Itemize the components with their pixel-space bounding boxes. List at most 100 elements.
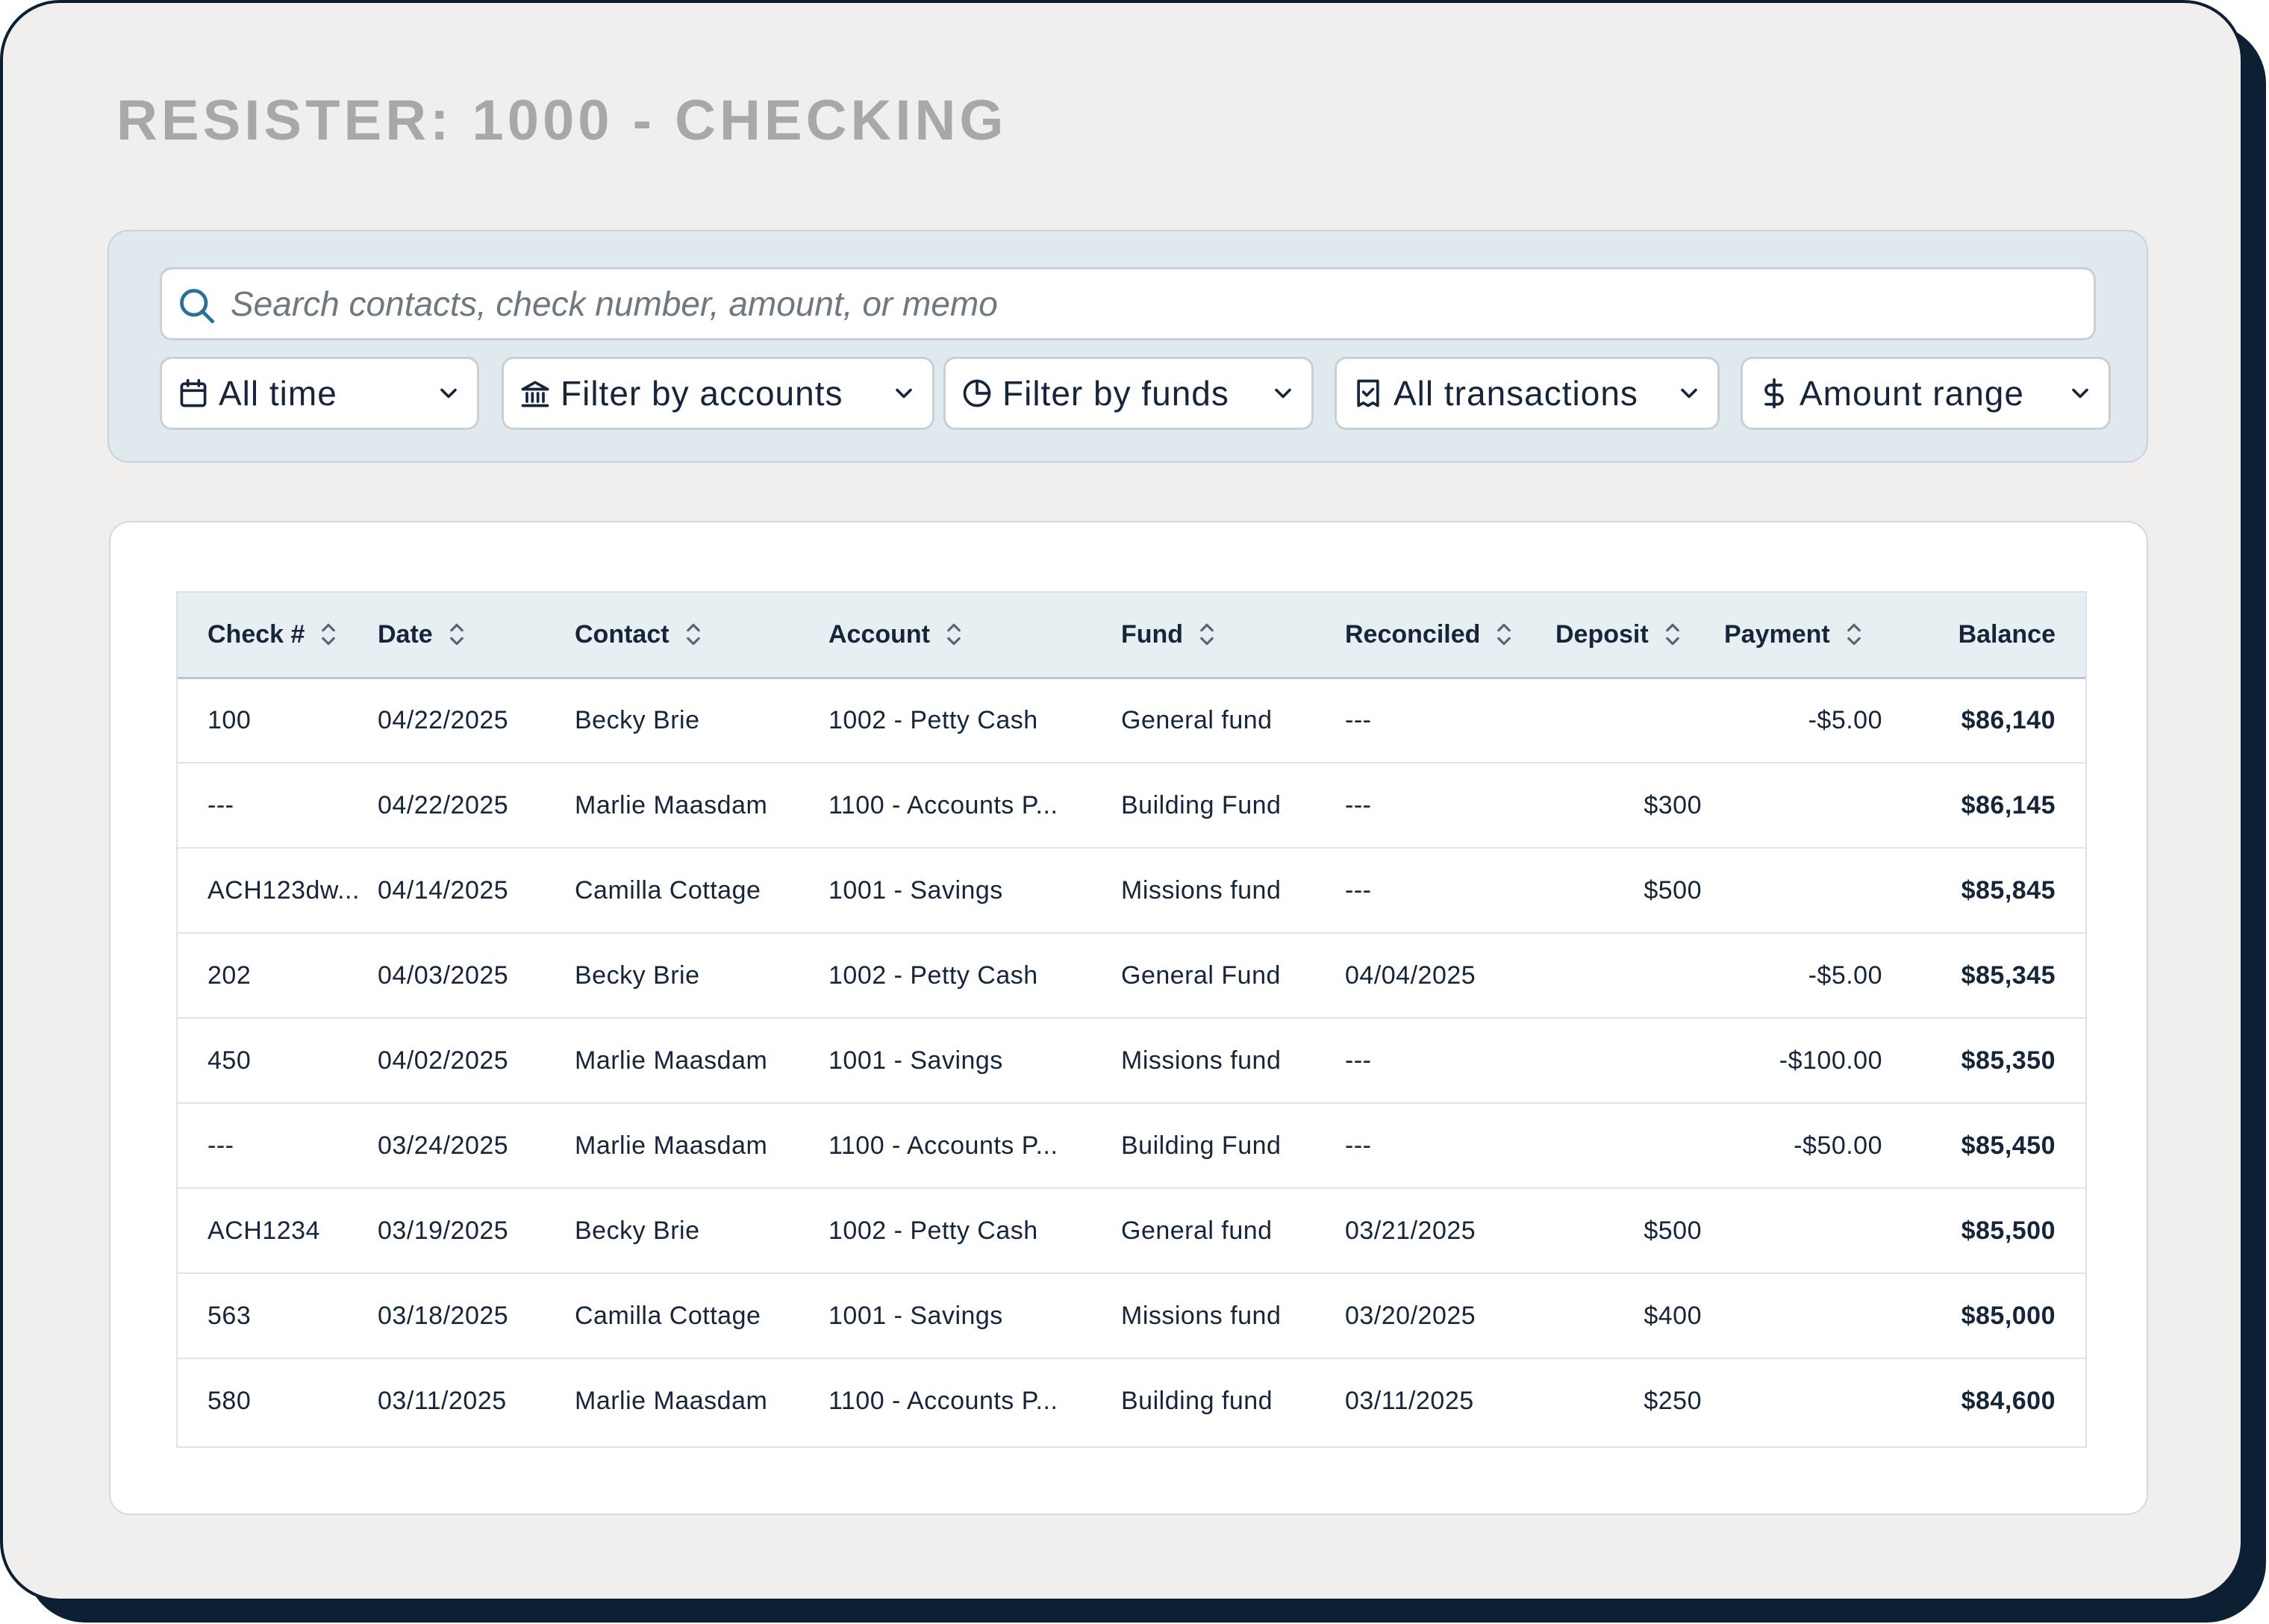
column-header-payment[interactable]: Payment — [1724, 593, 1905, 679]
column-header-balance: Balance — [1905, 593, 2085, 679]
table-row[interactable]: 450 04/02/2025 Marlie Maasdam 1001 - Saving… — [178, 1018, 2085, 1103]
cell-balance: $86,145 — [1961, 790, 2056, 819]
date-filter-dropdown[interactable]: All time — [160, 357, 479, 430]
cell-balance: $85,000 — [1961, 1301, 2056, 1330]
cell-payment — [1724, 1358, 1905, 1443]
cell-reconciled: --- — [1345, 790, 1372, 819]
cell-account: 1100 - Accounts P... — [828, 1387, 1058, 1415]
cell-reconciled: --- — [1345, 875, 1372, 905]
sort-icon[interactable] — [446, 621, 467, 648]
receipt-check-icon — [1357, 379, 1379, 407]
column-header-reconciled[interactable]: Reconciled — [1345, 593, 1555, 679]
sort-icon[interactable] — [1844, 621, 1864, 648]
cell-fund: Building fund — [1121, 1387, 1273, 1415]
cell-contact: Camilla Cottage — [575, 875, 761, 905]
cell-check: 100 — [207, 705, 252, 734]
cell-fund: Missions fund — [1121, 875, 1282, 905]
chevron-down-icon — [1681, 388, 1697, 399]
cell-check: --- — [207, 790, 234, 819]
cell-payment: -$5.00 — [1808, 961, 1882, 990]
cell-account: 1002 - Petty Cash — [828, 1216, 1038, 1245]
cell-deposit — [1555, 933, 1724, 1018]
cell-check: 563 — [207, 1301, 252, 1330]
cell-date: 03/11/2025 — [378, 1387, 507, 1415]
amount-range-dropdown[interactable]: Amount range — [1741, 357, 2111, 430]
cell-contact: Camilla Cottage — [575, 1301, 761, 1330]
cell-date: 04/14/2025 — [378, 875, 509, 905]
sort-icon[interactable] — [1662, 621, 1683, 648]
column-header-fund[interactable]: Fund — [1121, 593, 1345, 679]
sort-icon[interactable] — [683, 621, 704, 648]
cell-account: 1001 - Savings — [828, 875, 1003, 905]
cell-deposit — [1555, 1103, 1724, 1188]
chevron-down-icon — [1275, 388, 1291, 399]
cell-fund: Building Fund — [1121, 1131, 1282, 1160]
cell-deposit — [1555, 1018, 1724, 1103]
column-header-deposit[interactable]: Deposit — [1555, 593, 1724, 679]
cell-balance: $85,500 — [1961, 1216, 2056, 1245]
cell-contact: Becky Brie — [575, 705, 700, 734]
cell-date: 04/03/2025 — [378, 961, 509, 990]
table-row[interactable]: --- 04/22/2025 Marlie Maasdam 1100 - Accoun… — [178, 763, 2085, 848]
sort-icon[interactable] — [318, 621, 339, 648]
cell-contact: Marlie Maasdam — [575, 1387, 768, 1415]
cell-account: 1100 - Accounts P... — [828, 1131, 1058, 1160]
column-header-date[interactable]: Date — [378, 593, 575, 679]
column-header-check[interactable]: Check # — [178, 593, 378, 679]
accounts-filter-dropdown[interactable]: Filter by accounts — [502, 357, 934, 430]
cell-deposit: $400 — [1644, 1301, 1702, 1330]
dollar-icon — [1764, 378, 1784, 409]
cell-fund: General fund — [1121, 705, 1273, 734]
page-title: RESISTER: 1000 - CHECKING — [116, 89, 1008, 152]
cell-fund: General Fund — [1121, 961, 1281, 990]
column-header-contact[interactable]: Contact — [575, 593, 828, 679]
cell-account: 1001 - Savings — [828, 1301, 1003, 1330]
cell-reconciled: 04/04/2025 — [1345, 961, 1476, 990]
search-input[interactable] — [231, 269, 2067, 338]
table-row[interactable]: 563 03/18/2025 Camilla Cottage 1001 - Savin… — [178, 1273, 2085, 1358]
table-row[interactable]: ACH123dw... 04/14/2025 Camilla Cottage 1001… — [178, 848, 2085, 933]
table-body: 100 04/22/2025 Becky Brie 1002 - Petty Cash… — [178, 678, 2085, 1443]
filter-panel: All time Filter by accounts — [107, 230, 2148, 463]
cell-balance: $85,350 — [1961, 1046, 2056, 1075]
cell-date: 03/19/2025 — [378, 1216, 509, 1245]
table-row[interactable]: ACH1234 03/19/2025 Becky Brie 1002 - Petty … — [178, 1188, 2085, 1273]
accounts-filter-label: Filter by accounts — [561, 374, 843, 413]
cell-balance: $86,140 — [1961, 705, 2056, 734]
search-box[interactable] — [160, 267, 2096, 340]
cell-account: 1002 - Petty Cash — [828, 705, 1038, 734]
cell-payment — [1724, 1188, 1905, 1273]
cell-check: 580 — [207, 1387, 252, 1415]
bank-icon — [521, 381, 549, 407]
cell-date: 03/18/2025 — [378, 1301, 509, 1330]
cell-reconciled: --- — [1345, 1046, 1372, 1075]
cell-account: 1100 - Accounts P... — [828, 790, 1058, 819]
table-row[interactable]: 580 03/11/2025 Marlie Maasdam 1100 - Accoun… — [178, 1358, 2085, 1443]
cell-deposit: $500 — [1644, 1216, 1702, 1245]
cell-balance: $85,845 — [1961, 875, 2056, 905]
cell-reconciled: 03/20/2025 — [1345, 1301, 1476, 1330]
funds-filter-dropdown[interactable]: Filter by funds — [943, 357, 1314, 430]
cell-account: 1002 - Petty Cash — [828, 961, 1038, 990]
cell-deposit: $500 — [1644, 875, 1702, 905]
column-header-account[interactable]: Account — [828, 593, 1121, 679]
cell-date: 04/22/2025 — [378, 790, 509, 819]
cell-reconciled: 03/21/2025 — [1345, 1216, 1476, 1245]
cell-balance: $84,600 — [1961, 1387, 2056, 1415]
cell-payment: -$5.00 — [1808, 705, 1882, 734]
table-row[interactable]: 202 04/03/2025 Becky Brie 1002 - Petty Cash… — [178, 933, 2085, 1018]
cell-check: --- — [207, 1131, 234, 1160]
sort-icon[interactable] — [1196, 621, 1217, 648]
table-row[interactable]: --- 03/24/2025 Marlie Maasdam 1100 - Accoun… — [178, 1103, 2085, 1188]
pie-chart-icon — [963, 379, 991, 407]
chevron-down-icon — [2072, 388, 2088, 399]
cell-date: 04/22/2025 — [378, 705, 509, 734]
sort-icon[interactable] — [943, 621, 964, 648]
funds-filter-label: Filter by funds — [1002, 374, 1229, 413]
cell-reconciled: 03/11/2025 — [1345, 1387, 1474, 1415]
cell-deposit: $250 — [1644, 1387, 1702, 1415]
sort-icon[interactable] — [1494, 621, 1514, 648]
transactions-filter-dropdown[interactable]: All transactions — [1335, 357, 1720, 430]
cell-deposit: $300 — [1644, 790, 1702, 819]
table-row[interactable]: 100 04/22/2025 Becky Brie 1002 - Petty Cash… — [178, 678, 2085, 763]
